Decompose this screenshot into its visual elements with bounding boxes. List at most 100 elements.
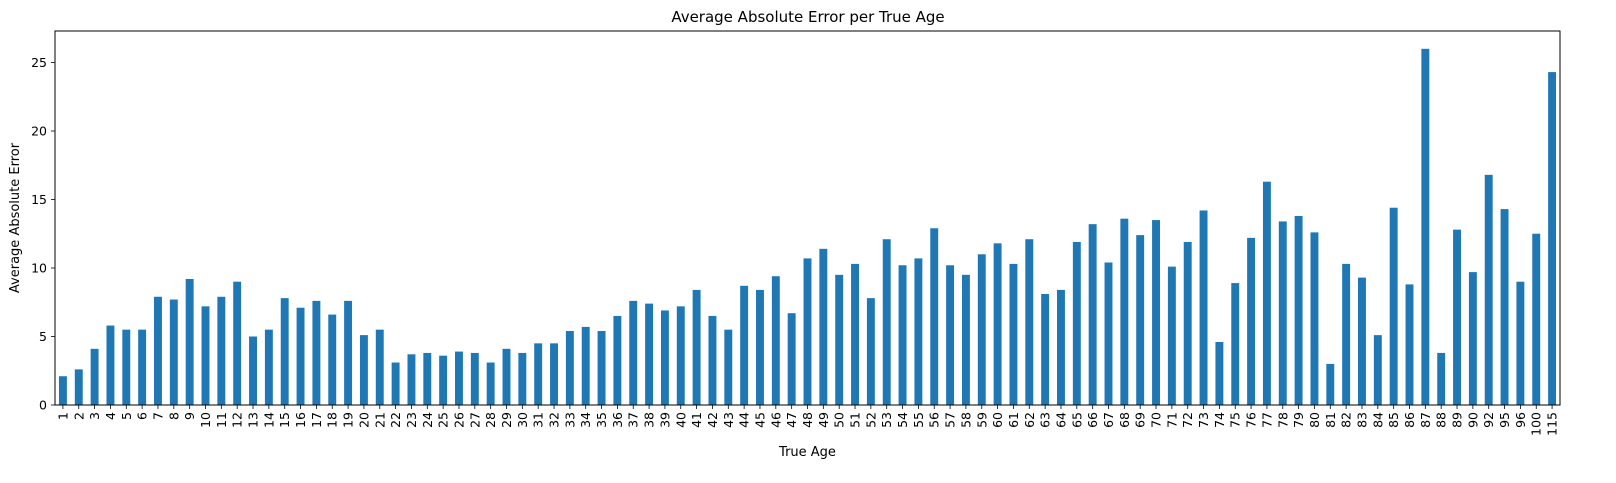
bar-age-34	[581, 326, 590, 405]
x-axis-label: True Age	[778, 445, 836, 460]
x-tick-label: 80	[1307, 412, 1322, 428]
x-tick-label: 76	[1244, 412, 1259, 428]
bar-age-6	[138, 329, 147, 405]
bar-age-32	[550, 343, 558, 405]
x-tick-label: 40	[673, 412, 688, 428]
bar-age-13	[249, 336, 257, 405]
x-tick-label: 17	[309, 412, 324, 428]
bar-age-24	[423, 352, 432, 405]
x-tick-label: 54	[895, 412, 910, 428]
x-tick-label: 77	[1259, 412, 1274, 428]
bars	[58, 48, 1557, 406]
x-tick-label: 75	[1228, 412, 1243, 428]
y-axis-label: Average Absolute Error	[8, 142, 23, 293]
x-tick-label: 24	[420, 412, 435, 428]
x-tick-label: 64	[1053, 412, 1068, 428]
x-tick-label: 66	[1085, 412, 1100, 428]
bar-age-75	[1231, 283, 1240, 405]
bar-age-31	[534, 343, 543, 405]
x-tick-label: 92	[1481, 412, 1496, 428]
bar-age-77	[1262, 181, 1271, 405]
x-tick-label: 2	[71, 412, 86, 420]
bar-age-52	[866, 298, 875, 405]
x-tick-label: 6	[135, 412, 150, 420]
y-tick-label: 0	[39, 398, 47, 413]
x-tick-label: 86	[1402, 412, 1417, 428]
bar-age-1	[58, 376, 67, 405]
bar-age-28	[486, 362, 495, 405]
x-tick-label: 50	[832, 412, 847, 428]
x-tick-label: 53	[879, 412, 894, 428]
x-tick-label: 8	[166, 412, 181, 420]
x-tick-label: 51	[848, 412, 863, 428]
x-tick-label: 60	[990, 412, 1005, 428]
bar-age-4	[106, 325, 115, 405]
x-tick-label: 72	[1180, 412, 1195, 428]
bar-age-55	[914, 258, 923, 405]
bar-age-29	[502, 348, 511, 405]
bar-age-72	[1183, 241, 1192, 405]
bar-age-64	[1057, 289, 1065, 405]
x-tick-label: 38	[642, 412, 657, 428]
x-tick-label: 36	[610, 412, 625, 428]
x-tick-label: 11	[214, 412, 229, 428]
bar-age-69	[1136, 235, 1145, 405]
bar-age-3	[90, 348, 99, 405]
x-tick-label: 69	[1133, 412, 1148, 428]
x-tick-label: 7	[150, 412, 165, 420]
x-tick-label: 42	[705, 412, 720, 428]
bar-age-66	[1088, 224, 1097, 405]
x-tick-label: 71	[1164, 412, 1179, 428]
bar-age-11	[217, 296, 226, 405]
bar-age-89	[1453, 229, 1461, 405]
bar-age-115	[1548, 72, 1557, 405]
bar-age-22	[391, 362, 400, 405]
x-tick-label: 32	[547, 412, 562, 428]
bar-age-9	[185, 278, 194, 405]
x-tick-label: 18	[325, 412, 340, 428]
x-tick-label: 70	[1149, 412, 1164, 428]
x-tick-label: 85	[1386, 412, 1401, 428]
x-tick-label: 1	[55, 412, 70, 420]
bar-age-82	[1342, 263, 1351, 405]
x-tick-label: 39	[657, 412, 672, 428]
bar-age-87	[1421, 48, 1430, 406]
x-tick-label: 16	[293, 412, 308, 428]
x-tick-label: 61	[1006, 412, 1021, 428]
bar-age-46	[771, 276, 780, 405]
bar-age-19	[344, 300, 353, 405]
x-axis-ticks: 1 2 3 4 5 6 7 8 9 10 11 12 13 14 15 16 17 18 19 20 21 22 23 24 2…	[55, 405, 1560, 436]
y-tick-label: 20	[31, 124, 47, 139]
bar-age-53	[882, 239, 891, 405]
x-tick-label: 49	[816, 412, 831, 428]
x-tick-label: 5	[119, 412, 134, 420]
bar-age-33	[565, 331, 574, 405]
bar-age-62	[1025, 239, 1034, 405]
bar-age-78	[1278, 221, 1287, 405]
bar-age-38	[645, 303, 654, 405]
x-tick-label: 14	[261, 412, 276, 428]
x-tick-label: 12	[230, 412, 245, 428]
x-tick-label: 23	[404, 412, 419, 428]
x-tick-label: 26	[451, 412, 466, 428]
bar-age-15	[280, 298, 289, 405]
bar-age-10	[201, 306, 210, 405]
x-tick-label: 59	[974, 412, 989, 428]
bar-age-83	[1358, 277, 1366, 405]
x-tick-label: 63	[1038, 412, 1053, 428]
y-tick-label: 15	[31, 192, 47, 207]
bar-age-27	[470, 352, 479, 405]
x-tick-label: 115	[1545, 412, 1560, 436]
bar-age-92	[1484, 174, 1493, 405]
bar-age-14	[264, 329, 273, 405]
x-tick-label: 68	[1117, 412, 1132, 428]
bar-age-30	[518, 352, 527, 405]
x-tick-label: 41	[689, 412, 704, 428]
bar-age-90	[1468, 272, 1477, 405]
bar-age-42	[708, 315, 717, 405]
x-tick-label: 67	[1101, 412, 1116, 428]
bar-age-54	[898, 265, 907, 405]
bar-age-43	[724, 329, 733, 405]
x-tick-label: 78	[1275, 412, 1290, 428]
